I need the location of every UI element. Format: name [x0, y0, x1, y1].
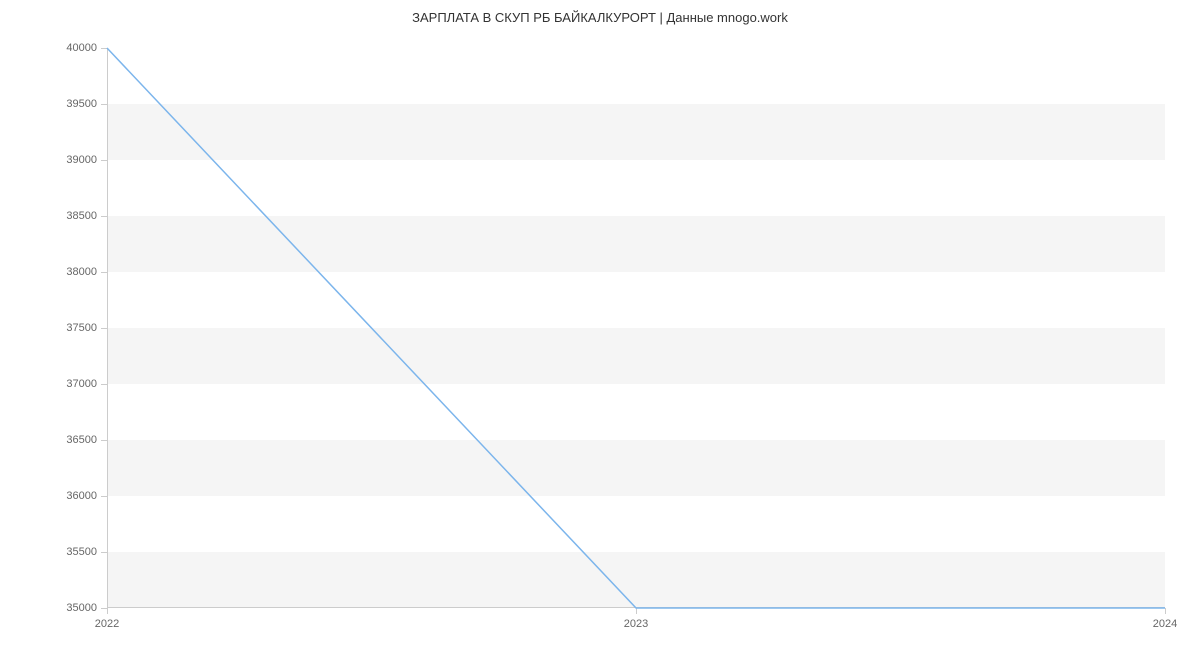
y-tick-label: 37000 — [66, 378, 107, 390]
line-layer — [107, 48, 1165, 608]
x-tick-label: 2024 — [1153, 608, 1177, 630]
series-line-salary — [107, 48, 1165, 608]
y-tick-label: 36500 — [66, 434, 107, 446]
y-tick-label: 38500 — [66, 210, 107, 222]
x-tick-label: 2022 — [95, 608, 119, 630]
chart-container: ЗАРПЛАТА В СКУП РБ БАЙКАЛКУРОРТ | Данные… — [0, 0, 1200, 650]
y-tick-label: 36000 — [66, 490, 107, 502]
y-tick-label: 39000 — [66, 154, 107, 166]
y-tick-label: 39500 — [66, 98, 107, 110]
y-tick-label: 38000 — [66, 266, 107, 278]
y-tick-label: 35500 — [66, 546, 107, 558]
chart-title: ЗАРПЛАТА В СКУП РБ БАЙКАЛКУРОРТ | Данные… — [0, 10, 1200, 25]
x-tick-label: 2023 — [624, 608, 648, 630]
plot-area: 3500035500360003650037000375003800038500… — [107, 48, 1165, 608]
y-tick-label: 37500 — [66, 322, 107, 334]
y-tick-label: 40000 — [66, 42, 107, 54]
